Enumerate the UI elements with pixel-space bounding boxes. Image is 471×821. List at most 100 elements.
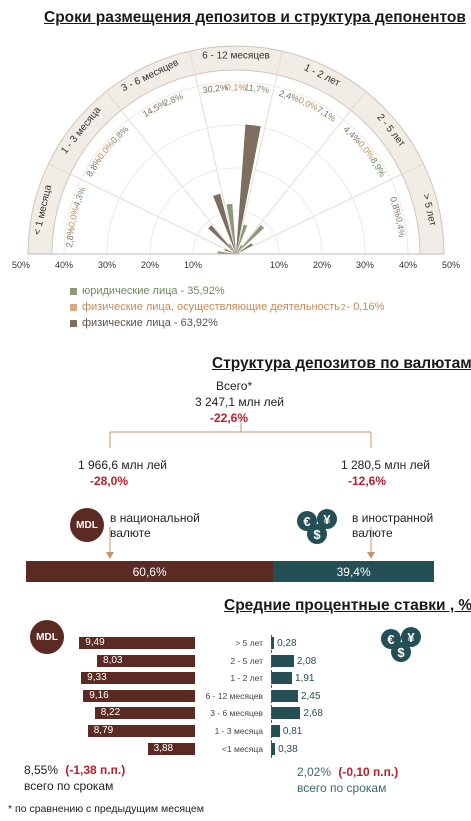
svg-text:$: $ — [313, 527, 321, 542]
polar-value-label: 14,5% — [141, 98, 168, 119]
rates-title: Средние процентные ставки , % — [224, 597, 471, 614]
svg-text:€: € — [303, 514, 310, 529]
mdl-rate-bar: 9,16 — [83, 689, 195, 702]
polar-gridline — [48, 163, 237, 255]
polar-axis-tick-label: 10% — [270, 260, 288, 270]
polar-bar — [208, 225, 236, 254]
polar-bar — [226, 203, 236, 254]
polar-bar — [236, 124, 261, 254]
polar-ring — [192, 210, 280, 255]
fx-rate-label: 2,45 — [300, 690, 321, 702]
mdl-rate-bar: 8,79 — [87, 725, 195, 737]
polar-value-label: 0,1% — [226, 82, 247, 92]
fx-rate-label: 2,68 — [303, 708, 323, 720]
connector-lines — [106, 423, 375, 559]
mdl-caption: всего по срокам — [24, 779, 114, 793]
mdl-rates-badge-icon: MDL — [30, 620, 64, 654]
fx-rate-bar — [271, 672, 292, 685]
polar-value-label: 11,7% — [244, 82, 270, 95]
mdl-total-line: 8,55% (-1,38 п.п.) — [24, 763, 125, 777]
polar-bar — [236, 253, 238, 254]
polar-ring — [149, 167, 323, 255]
legend-item-entrepreneurs: физические лица, осуществляющие деятельн… — [70, 301, 384, 313]
fx-rate-label: 0,38 — [278, 743, 298, 755]
term-label: 2 - 5 лет — [230, 655, 263, 666]
polar-value-label: 2,4% — [278, 88, 301, 104]
fx-rate-bar — [271, 725, 280, 737]
fx-rate-label: 1,91 — [295, 673, 315, 685]
mdl-rate-label: 9,33 — [87, 672, 107, 684]
svg-text:¥: ¥ — [407, 630, 415, 645]
polar-value-label: 4,3% — [71, 186, 87, 209]
polar-value-label: 2,8% — [64, 227, 76, 248]
fx-rate-bar — [271, 689, 298, 702]
polar-ring — [106, 124, 366, 255]
mdl-badge-icon: MDL — [70, 508, 104, 542]
fx-rate-bar — [271, 742, 276, 755]
polar-axis-tick-label: 50% — [12, 260, 30, 270]
fx-rate-label: 0,81 — [282, 726, 303, 737]
polar-value-label: 0,8% — [388, 196, 403, 219]
fx-total-line: 2,02% (-0,10 п.п.) — [297, 765, 398, 779]
mdl-rate-bar: 9,33 — [81, 672, 195, 685]
svg-text:¥: ¥ — [323, 512, 331, 527]
polar-ring — [63, 81, 409, 255]
foreign-value: 1 280,5 млн лей — [341, 458, 430, 472]
polar-bar — [217, 251, 236, 254]
foreign-share-label: 39,4% — [336, 564, 371, 579]
polar-gridline — [189, 51, 237, 255]
polar-axis-tick-label: 30% — [356, 260, 374, 270]
rates-axis-line — [271, 635, 272, 759]
legend-item-individuals: физические лица - 63,92% — [70, 317, 384, 329]
polar-bar — [236, 245, 243, 254]
fx-caption: всего по срокам — [297, 781, 387, 795]
polar-axis-tick-label: 40% — [55, 260, 73, 270]
polar-bar — [236, 253, 240, 254]
currency-share-bar: 60,6% 39,4% — [26, 561, 434, 582]
polar-gridline — [105, 91, 237, 255]
svg-text:€: € — [387, 632, 394, 647]
polar-gridline — [235, 51, 283, 255]
polar-value-label: 0,0% — [66, 206, 80, 228]
polar-chart-title: Сроки размещения депозитов и структура д… — [44, 9, 466, 26]
polar-bar — [228, 243, 236, 254]
foreign-share-segment: 39,4% — [273, 561, 434, 582]
mdl-rate-label: 3,88 — [153, 742, 174, 754]
polar-value-label: 7,1% — [315, 104, 338, 124]
polar-axis-tick-label: 20% — [141, 260, 159, 270]
mdl-total-change: (-1,38 п.п.) — [65, 763, 126, 777]
foreign-label-line2: валюте — [352, 526, 393, 540]
mdl-rate-label: 9,16 — [89, 689, 109, 701]
svg-text:$: $ — [397, 645, 405, 660]
polar-axis-tick-label: 10% — [184, 260, 202, 270]
footnote: * по сравнению с предыдущим месяцем — [8, 803, 204, 815]
fx-rate-label: 0,28 — [277, 638, 297, 649]
legend-text: физические лица, осуществляющие деятельн… — [82, 301, 341, 313]
polar-bar — [236, 224, 248, 254]
term-label: 1 - 3 месяца — [214, 726, 263, 736]
total-value: 3 247,1 млн лей — [195, 395, 284, 409]
legend-text: юридические лица - 35,92% — [82, 285, 225, 297]
polar-bar — [236, 243, 253, 254]
polar-axis-tick-label: 40% — [399, 260, 417, 270]
national-share-segment: 60,6% — [26, 561, 274, 582]
polar-bar — [224, 249, 236, 254]
polar-chart: < 1 месяца 4,3%0,0%2,8%1 - 3 месяца 0,8%0,… — [12, 45, 460, 270]
polar-value-label: 30,2% — [202, 82, 229, 95]
fx-total-change: (-0,10 п.п.) — [338, 765, 399, 779]
mdl-total: 8,55% — [24, 763, 59, 777]
legend-swatch — [70, 287, 77, 295]
national-change: -28,0% — [90, 474, 129, 488]
polar-value-label: 8,9% — [369, 156, 388, 179]
polar-gridline — [235, 91, 367, 255]
currency-structure-title: Структура депозитов по валютам — [212, 355, 471, 372]
rates-chart: 9,49 > 5 лет 0,28 8,03 2 - 5 лет 2,08 9,33 1 - … — [0, 635, 471, 761]
polar-category-label: 6 - 12 месяцев — [202, 51, 270, 62]
polar-legend: юридические лица - 35,92% физические лиц… — [70, 285, 384, 329]
polar-axis-tick-label: 30% — [98, 260, 116, 270]
legend-suffix: - 0,16% — [346, 301, 385, 313]
term-label: > 5 лет — [235, 638, 263, 648]
national-label-line2: валюте — [110, 526, 151, 540]
fx-rates-currency-icon: € ¥ $ — [381, 627, 421, 662]
polar-axis-tick-label: 20% — [313, 260, 331, 270]
